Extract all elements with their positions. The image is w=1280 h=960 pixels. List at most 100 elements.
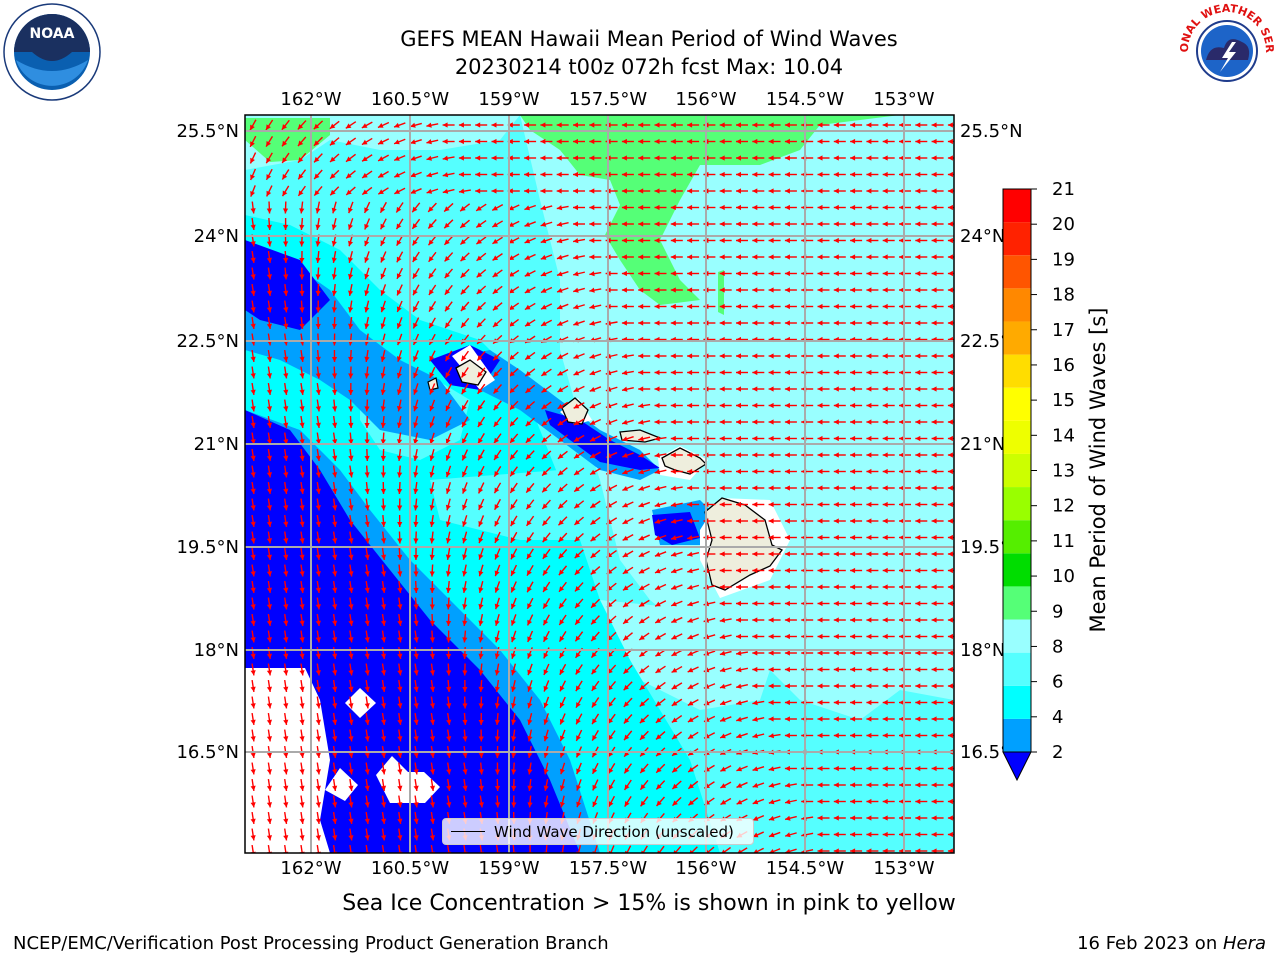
- wave-direction-arrow: [281, 119, 290, 131]
- wave-direction-arrow: [511, 729, 517, 742]
- wave-direction-arrow: [348, 415, 354, 429]
- wave-direction-arrow: [283, 465, 289, 478]
- wave-direction-arrow: [509, 433, 519, 444]
- wave-direction-arrow: [736, 781, 748, 789]
- wave-direction-arrow: [752, 815, 765, 821]
- wave-direction-arrow: [315, 382, 321, 396]
- wave-direction-arrow: [915, 320, 928, 326]
- wave-direction-arrow: [413, 828, 419, 841]
- wave-direction-arrow: [396, 432, 403, 445]
- wave-direction-arrow: [511, 795, 517, 808]
- wave-direction-arrow: [266, 465, 273, 478]
- wave-direction-arrow: [541, 384, 552, 394]
- wave-direction-arrow: [443, 219, 454, 229]
- wave-direction-arrow: [573, 369, 585, 376]
- wave-direction-arrow: [493, 384, 502, 394]
- wave-direction-arrow: [592, 795, 599, 808]
- wave-direction-arrow: [719, 386, 732, 392]
- wave-direction-arrow: [638, 419, 651, 425]
- wave-direction-arrow: [687, 501, 700, 508]
- wave-direction-arrow: [687, 485, 700, 491]
- wave-direction-arrow: [654, 600, 667, 607]
- wave-direction-arrow: [459, 235, 470, 246]
- wave-direction-arrow: [315, 481, 321, 495]
- footer-date: 16 Feb 2023 on Hera: [1077, 933, 1266, 954]
- wave-direction-arrow: [429, 564, 435, 577]
- wave-direction-arrow: [687, 584, 700, 590]
- wave-direction-arrow: [735, 667, 749, 673]
- wave-direction-arrow: [446, 663, 452, 676]
- wave-direction-arrow: [491, 155, 504, 161]
- wave-direction-arrow: [752, 666, 765, 673]
- wave-direction-arrow: [332, 811, 338, 825]
- wave-direction-arrow: [313, 169, 323, 180]
- wave-direction-arrow: [623, 681, 633, 691]
- wave-direction-arrow: [315, 613, 321, 627]
- wave-direction-arrow: [752, 551, 765, 557]
- wave-direction-arrow: [283, 778, 289, 792]
- wave-direction-arrow: [833, 254, 846, 260]
- wave-direction-arrow: [687, 650, 699, 656]
- wave-direction-arrow: [283, 613, 289, 627]
- wave-direction-arrow: [345, 186, 356, 196]
- wave-direction-arrow: [509, 417, 519, 427]
- footer-machine: Hera: [1222, 933, 1266, 954]
- wave-direction-arrow: [380, 465, 386, 478]
- wave-direction-arrow: [299, 630, 305, 643]
- wave-direction-arrow: [850, 353, 863, 359]
- wave-direction-arrow: [638, 550, 650, 558]
- wave-direction-arrow: [621, 270, 634, 277]
- wave-direction-arrow: [752, 534, 765, 541]
- wave-direction-arrow: [557, 418, 569, 426]
- wave-direction-arrow: [283, 811, 289, 825]
- wave-direction-arrow: [477, 416, 486, 428]
- wave-direction-arrow: [574, 549, 584, 559]
- wave-direction-arrow: [396, 383, 402, 395]
- wave-direction-arrow: [411, 202, 421, 213]
- wave-direction-arrow: [931, 501, 944, 508]
- wave-direction-arrow: [442, 172, 455, 178]
- wave-direction-arrow: [915, 402, 928, 409]
- wave-direction-arrow: [413, 696, 419, 709]
- wave-direction-arrow: [833, 452, 846, 458]
- wave-direction-arrow: [283, 828, 289, 841]
- wave-direction-arrow: [784, 122, 797, 128]
- wave-direction-arrow: [380, 580, 387, 594]
- wave-direction-arrow: [413, 514, 419, 528]
- wave-direction-arrow: [315, 415, 321, 429]
- wave-direction-arrow: [250, 729, 256, 742]
- wave-direction-arrow: [475, 138, 488, 145]
- wave-direction-arrow: [527, 778, 533, 792]
- wave-direction-arrow: [736, 700, 748, 706]
- wave-direction-arrow: [397, 828, 403, 841]
- wave-direction-arrow: [572, 271, 586, 277]
- wave-direction-arrow: [833, 221, 846, 227]
- wave-direction-arrow: [299, 250, 305, 264]
- wave-direction-arrow: [299, 415, 305, 429]
- wave-direction-arrow: [266, 828, 273, 841]
- wave-direction-arrow: [283, 514, 289, 528]
- wave-direction-arrow: [687, 270, 700, 277]
- wave-direction-arrow: [784, 534, 797, 541]
- wave-direction-arrow: [364, 284, 370, 296]
- lat-label-right: 25.5°N: [960, 121, 1023, 142]
- colorbar-segment: [1003, 553, 1031, 587]
- wave-direction-arrow: [833, 600, 846, 607]
- wave-direction-arrow: [638, 469, 651, 475]
- wave-direction-arrow: [915, 831, 928, 838]
- colorbar-segment: [1003, 420, 1031, 454]
- wave-direction-arrow: [607, 763, 616, 774]
- wave-direction-arrow: [393, 171, 406, 178]
- wave-direction-arrow: [915, 188, 928, 194]
- wave-direction-arrow: [332, 679, 338, 693]
- wave-direction-arrow: [784, 204, 797, 211]
- wave-direction-arrow: [397, 580, 403, 594]
- wave-direction-arrow: [364, 531, 370, 544]
- wave-direction-arrow: [638, 254, 651, 260]
- wave-direction-arrow: [380, 663, 387, 676]
- wave-direction-arrow: [817, 518, 830, 524]
- wave-direction-arrow: [915, 782, 928, 788]
- wave-direction-arrow: [687, 699, 699, 706]
- wave-direction-arrow: [494, 630, 500, 643]
- wave-direction-arrow: [768, 353, 781, 359]
